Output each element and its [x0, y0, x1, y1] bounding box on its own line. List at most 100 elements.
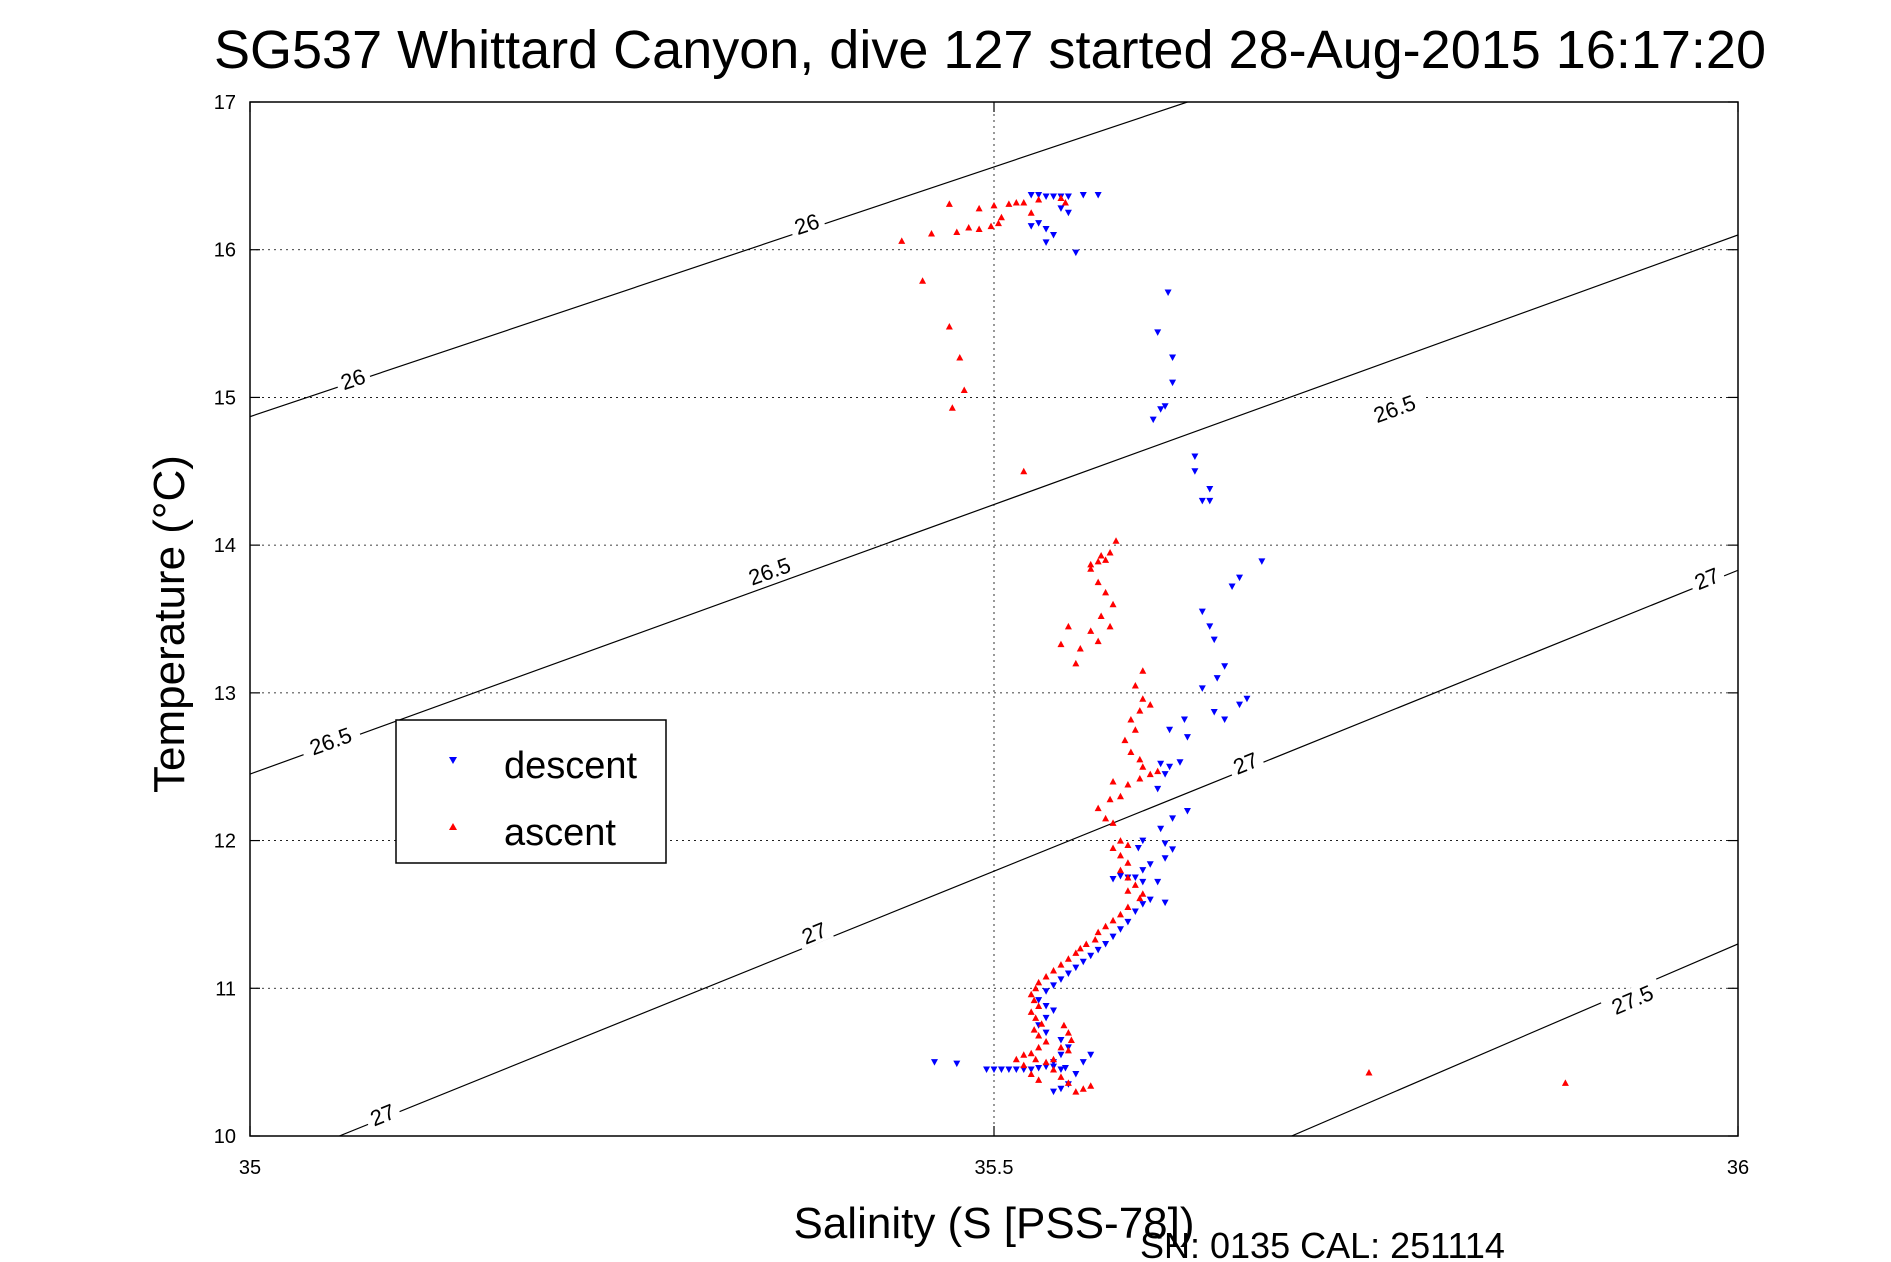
ascent-point [1032, 984, 1040, 992]
descent-point [1149, 416, 1157, 424]
descent-point [1131, 908, 1139, 915]
descent-point [1146, 896, 1154, 904]
density-contour-line [250, 102, 1188, 418]
contour-label-background [362, 1097, 403, 1132]
ascent-point [1116, 837, 1124, 844]
descent-point [1027, 192, 1035, 199]
descent-point [1094, 946, 1102, 954]
ascent-point [1064, 1029, 1072, 1036]
ascent-point [1072, 659, 1080, 667]
ascent-point [1154, 767, 1162, 775]
ascent-point [975, 204, 983, 212]
x-tick-label: 36 [1727, 1157, 1749, 1179]
descent-point [1042, 1003, 1050, 1010]
descent-point [930, 1059, 938, 1066]
descent-point [1154, 785, 1162, 793]
contour-label-background [794, 916, 834, 950]
ascent-point [898, 237, 906, 244]
ascent-point [1076, 645, 1084, 652]
ascent-point [1027, 990, 1035, 998]
ascent-point [1094, 578, 1102, 586]
ascent-point [1109, 844, 1117, 851]
descent-point [1072, 1070, 1080, 1078]
descent-point [1169, 354, 1177, 362]
ascent-point [1116, 910, 1124, 918]
descent-point [1109, 875, 1117, 883]
descent-point [1176, 759, 1184, 766]
ascent-point [1030, 996, 1038, 1004]
ascent-point [1124, 903, 1132, 911]
density-contour-line [339, 569, 1738, 1136]
ascent-point [1012, 198, 1020, 206]
legend-marker-descent [449, 757, 457, 764]
descent-point [1042, 988, 1050, 995]
ascent-point [1109, 777, 1117, 785]
descent-point [1035, 220, 1043, 227]
ascent-point [1124, 887, 1132, 894]
ascent-point [1121, 736, 1129, 744]
descent-point [1131, 874, 1139, 881]
descent-point [1157, 406, 1165, 413]
ascent-point [1109, 819, 1117, 826]
descent-point [1198, 497, 1206, 505]
ascent-point [953, 228, 961, 235]
descent-point [1258, 558, 1266, 565]
descent-point [1164, 289, 1172, 297]
chart-title: SG537 Whittard Canyon, dive 127 started … [214, 20, 1766, 80]
ascent-point [1064, 1079, 1072, 1086]
descent-point [1102, 940, 1110, 948]
descent-point [1064, 970, 1072, 978]
axis-ticks: 35 35.5 36 10 11 12 13 14 15 16 17 [214, 92, 1749, 1179]
ascent-point [1072, 949, 1080, 956]
descent-point [1020, 1066, 1028, 1074]
legend-label-descent: descent [504, 745, 638, 787]
descent-point [997, 1066, 1005, 1074]
ascent-point [1057, 640, 1065, 648]
ascent-point [1146, 770, 1154, 778]
descent-point [1180, 716, 1188, 723]
descent-point [1236, 701, 1244, 709]
descent-point [1050, 1007, 1058, 1014]
descent-point [1005, 1066, 1013, 1074]
descent-point [1154, 878, 1162, 886]
ascent-point [1020, 1061, 1028, 1069]
ascent-point [948, 404, 956, 411]
legend-box [395, 719, 667, 864]
descent-point [1050, 193, 1058, 201]
descent-point [1166, 726, 1174, 734]
descent-point [1161, 855, 1169, 862]
ascent-point [1020, 1051, 1028, 1058]
contour-label-background [298, 720, 363, 762]
ascent-point [1127, 748, 1135, 755]
descent-point [1064, 209, 1072, 217]
ascent-point [1136, 894, 1144, 902]
descent-point [1169, 379, 1177, 387]
ascent-point [1094, 637, 1102, 645]
descent-point [1109, 933, 1117, 941]
x-axis-label: Salinity (S [PSS-78]) [793, 1199, 1194, 1248]
ascent-point [990, 201, 998, 209]
descent-point [1139, 878, 1147, 886]
descent-point [1161, 899, 1169, 907]
descent-point [1079, 192, 1087, 199]
ascent-point [1102, 922, 1110, 930]
descent-point [1057, 205, 1065, 212]
ascent-point [1035, 1032, 1043, 1039]
descent-point [1057, 1051, 1065, 1059]
y-tick-label: 10 [214, 1126, 236, 1148]
descent-point [1146, 861, 1154, 868]
descent-point [1191, 468, 1199, 475]
ascent-point [1136, 755, 1144, 763]
ascent-point [1109, 916, 1117, 924]
ascent-point [1139, 695, 1147, 702]
y-tick-label: 15 [214, 387, 236, 409]
descent-point [1057, 976, 1065, 983]
ascent-point [1087, 560, 1095, 568]
ascent-point [1106, 622, 1114, 630]
contour-label-background [737, 550, 802, 592]
y-tick-label: 11 [215, 978, 236, 1000]
grid-lines [250, 102, 1738, 1136]
descent-point [1042, 239, 1050, 246]
